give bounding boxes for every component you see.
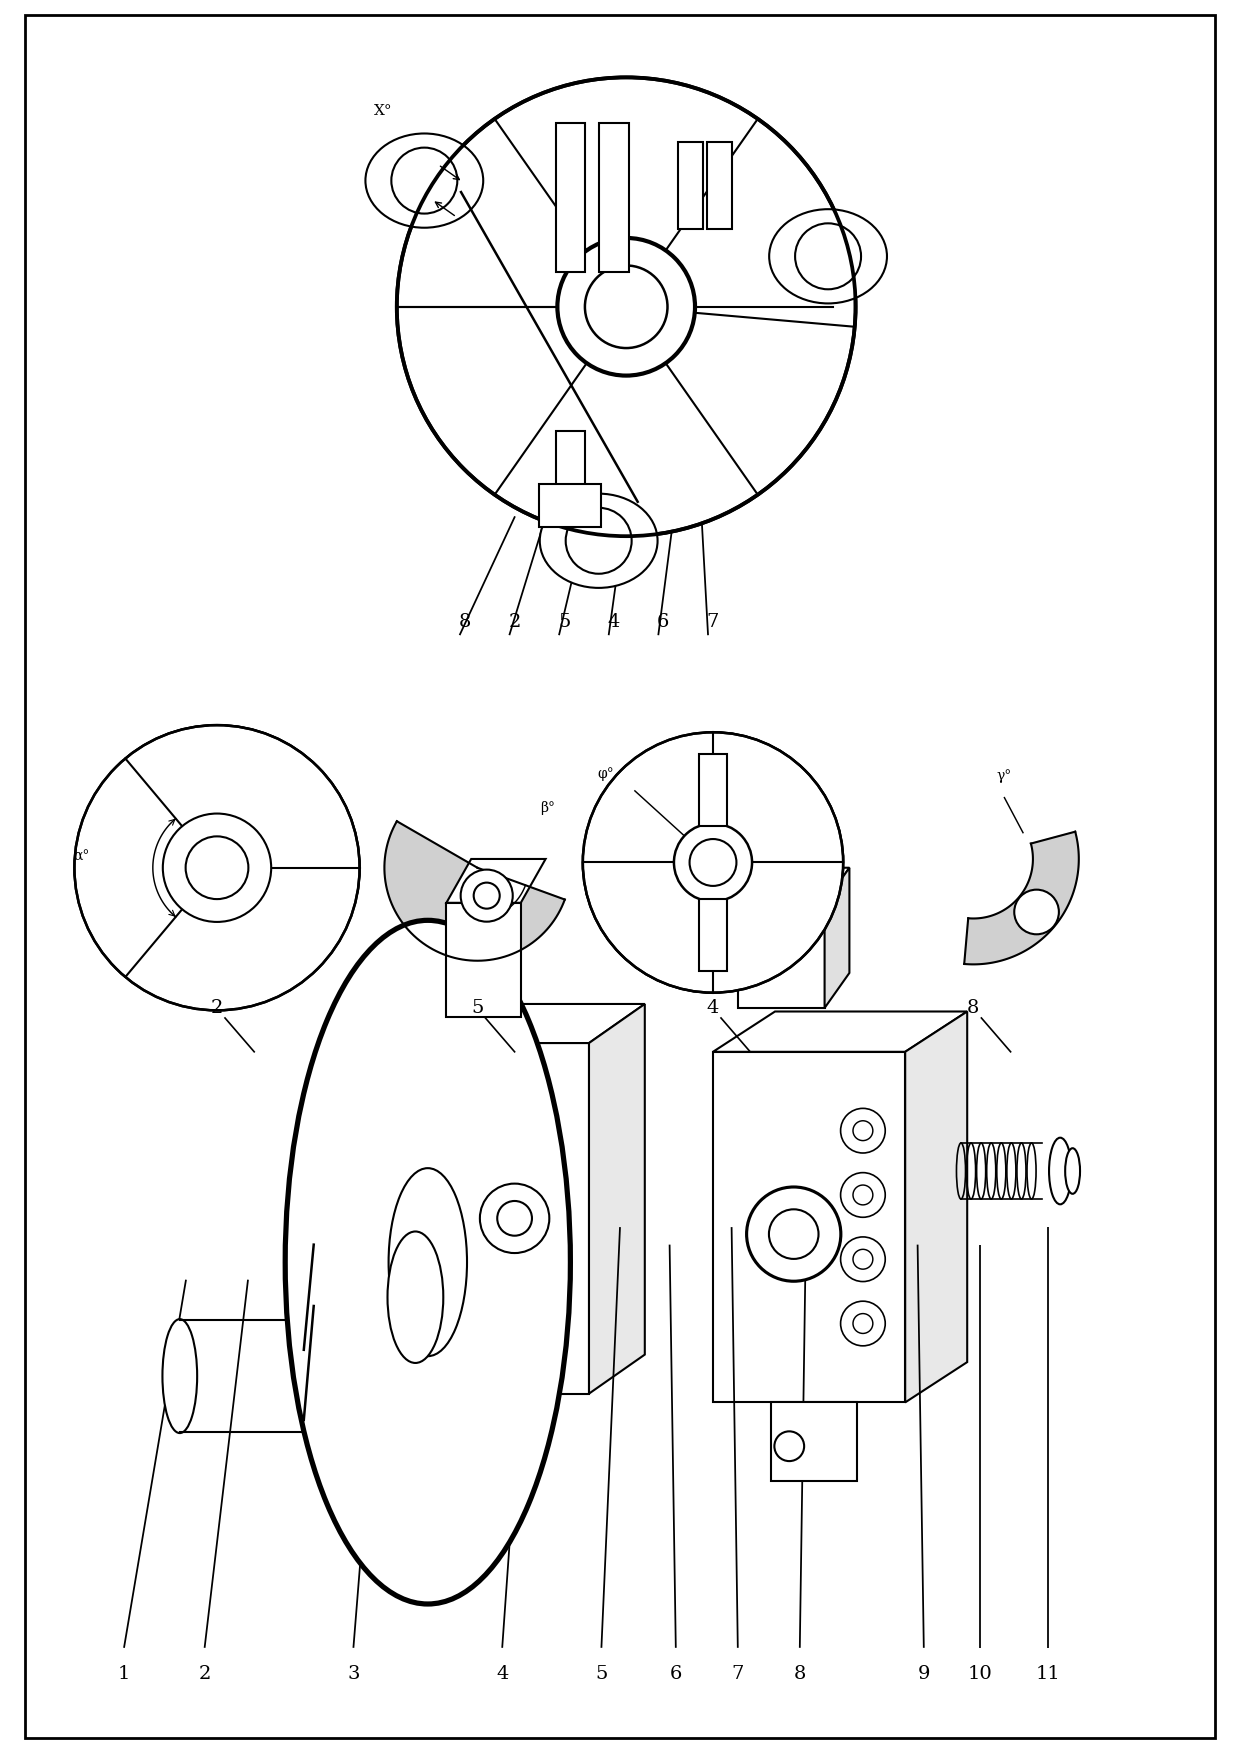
Circle shape: [853, 1185, 873, 1204]
Text: 10: 10: [967, 1665, 992, 1683]
Text: 11: 11: [1035, 1665, 1060, 1683]
Bar: [707, 142, 732, 230]
Circle shape: [74, 726, 360, 1010]
Circle shape: [746, 1187, 841, 1281]
Text: 3: 3: [347, 1665, 360, 1683]
Wedge shape: [397, 307, 626, 494]
Circle shape: [675, 824, 751, 901]
Circle shape: [461, 869, 513, 922]
Bar: [698, 754, 728, 826]
Polygon shape: [440, 1004, 645, 1043]
Circle shape: [392, 147, 458, 214]
Ellipse shape: [1065, 1148, 1080, 1194]
Ellipse shape: [769, 209, 887, 303]
Wedge shape: [495, 77, 758, 307]
Polygon shape: [384, 820, 564, 961]
Polygon shape: [738, 868, 849, 903]
Text: 4: 4: [608, 614, 620, 631]
Circle shape: [841, 1173, 885, 1217]
Circle shape: [162, 813, 272, 922]
Bar: [539, 484, 601, 528]
Text: 5: 5: [595, 1665, 608, 1683]
Text: 8: 8: [967, 999, 980, 1017]
Circle shape: [186, 836, 248, 899]
Bar: [556, 431, 585, 487]
Text: 6: 6: [670, 1665, 682, 1683]
Text: 4: 4: [496, 1665, 508, 1683]
Circle shape: [853, 1250, 873, 1269]
Text: 1: 1: [118, 1665, 130, 1683]
Text: 7: 7: [707, 614, 719, 631]
Text: 2: 2: [211, 999, 223, 1017]
Polygon shape: [589, 1004, 645, 1394]
Text: 5: 5: [558, 614, 570, 631]
Circle shape: [689, 840, 737, 885]
Wedge shape: [713, 733, 843, 862]
Bar: [713, 1052, 905, 1402]
Ellipse shape: [366, 133, 484, 228]
Text: X°: X°: [374, 105, 393, 117]
Bar: [556, 123, 585, 272]
Text: 6: 6: [657, 614, 670, 631]
Polygon shape: [446, 859, 546, 903]
Ellipse shape: [539, 494, 657, 587]
Bar: [678, 142, 703, 230]
Bar: [446, 903, 521, 1017]
Bar: [599, 123, 629, 272]
Text: 2: 2: [508, 614, 521, 631]
Text: 4: 4: [707, 999, 719, 1017]
Text: 2: 2: [198, 1665, 211, 1683]
Ellipse shape: [387, 1231, 444, 1362]
Polygon shape: [825, 868, 849, 1008]
Text: β°: β°: [539, 801, 554, 815]
Circle shape: [583, 733, 843, 992]
Bar: [738, 903, 825, 1008]
Circle shape: [774, 1432, 804, 1460]
Circle shape: [585, 265, 667, 349]
Circle shape: [853, 1313, 873, 1334]
Wedge shape: [626, 307, 854, 494]
Ellipse shape: [162, 1320, 197, 1434]
Polygon shape: [905, 1011, 967, 1402]
Circle shape: [841, 1301, 885, 1346]
Bar: [440, 1043, 589, 1394]
Circle shape: [1014, 891, 1059, 934]
Polygon shape: [713, 1011, 967, 1052]
Wedge shape: [125, 726, 360, 892]
Wedge shape: [583, 862, 713, 992]
Circle shape: [769, 1210, 818, 1259]
Polygon shape: [965, 831, 1079, 964]
Text: 7: 7: [732, 1665, 744, 1683]
Circle shape: [853, 1120, 873, 1141]
Circle shape: [795, 223, 861, 289]
Circle shape: [841, 1108, 885, 1153]
Bar: [770, 1402, 858, 1481]
Text: α°: α°: [73, 850, 89, 864]
Circle shape: [497, 1201, 532, 1236]
Circle shape: [397, 77, 856, 536]
Circle shape: [841, 1238, 885, 1281]
Ellipse shape: [1049, 1138, 1071, 1204]
Bar: [698, 899, 728, 971]
Ellipse shape: [388, 1167, 467, 1357]
Text: γ°: γ°: [997, 770, 1012, 784]
Circle shape: [558, 238, 694, 375]
Text: 5: 5: [471, 999, 484, 1017]
Circle shape: [480, 1183, 549, 1253]
Text: φ°: φ°: [598, 766, 615, 780]
Circle shape: [565, 508, 631, 573]
Text: 9: 9: [918, 1665, 930, 1683]
Text: 8: 8: [794, 1665, 806, 1683]
Ellipse shape: [285, 920, 570, 1604]
Text: 8: 8: [459, 614, 471, 631]
Circle shape: [474, 882, 500, 908]
